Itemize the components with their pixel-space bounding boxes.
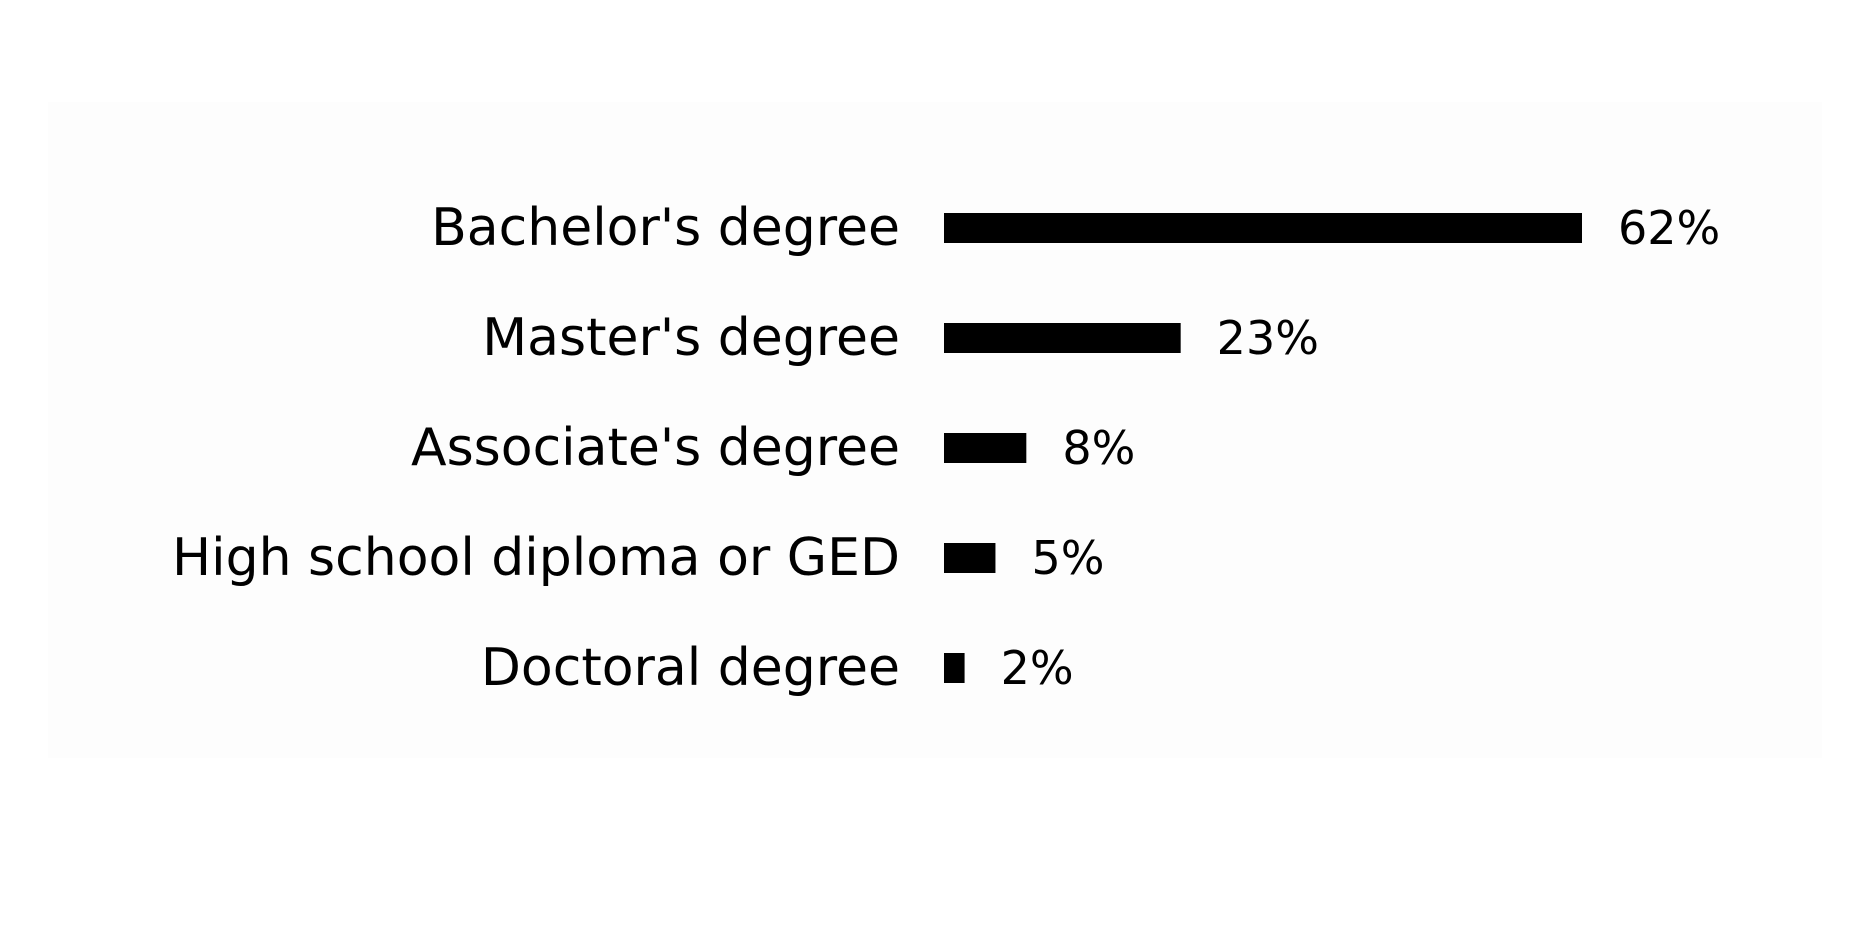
chart-panel: Bachelor's degree Master's degree Associat… [48, 102, 1822, 758]
bar [944, 433, 1027, 463]
value-label: 23% [1217, 311, 1319, 365]
category-labels-group: Bachelor's degree Master's degree Associat… [172, 198, 900, 698]
category-label: Doctoral degree [481, 638, 900, 698]
value-label: 5% [1031, 531, 1104, 585]
value-label: 62% [1618, 201, 1720, 255]
value-label: 2% [1001, 641, 1074, 695]
category-label: Bachelor's degree [431, 198, 900, 258]
bar [944, 653, 965, 683]
bar [944, 213, 1582, 243]
category-label: Associate's degree [411, 418, 900, 478]
category-label: High school diploma or GED [172, 528, 900, 588]
bar [944, 543, 996, 573]
value-label: 8% [1062, 421, 1135, 475]
value-labels-group: 62% 23% 8% 5% 2% [1001, 201, 1721, 695]
category-label: Master's degree [482, 308, 900, 368]
bar [944, 323, 1181, 353]
bars-group [944, 213, 1582, 683]
